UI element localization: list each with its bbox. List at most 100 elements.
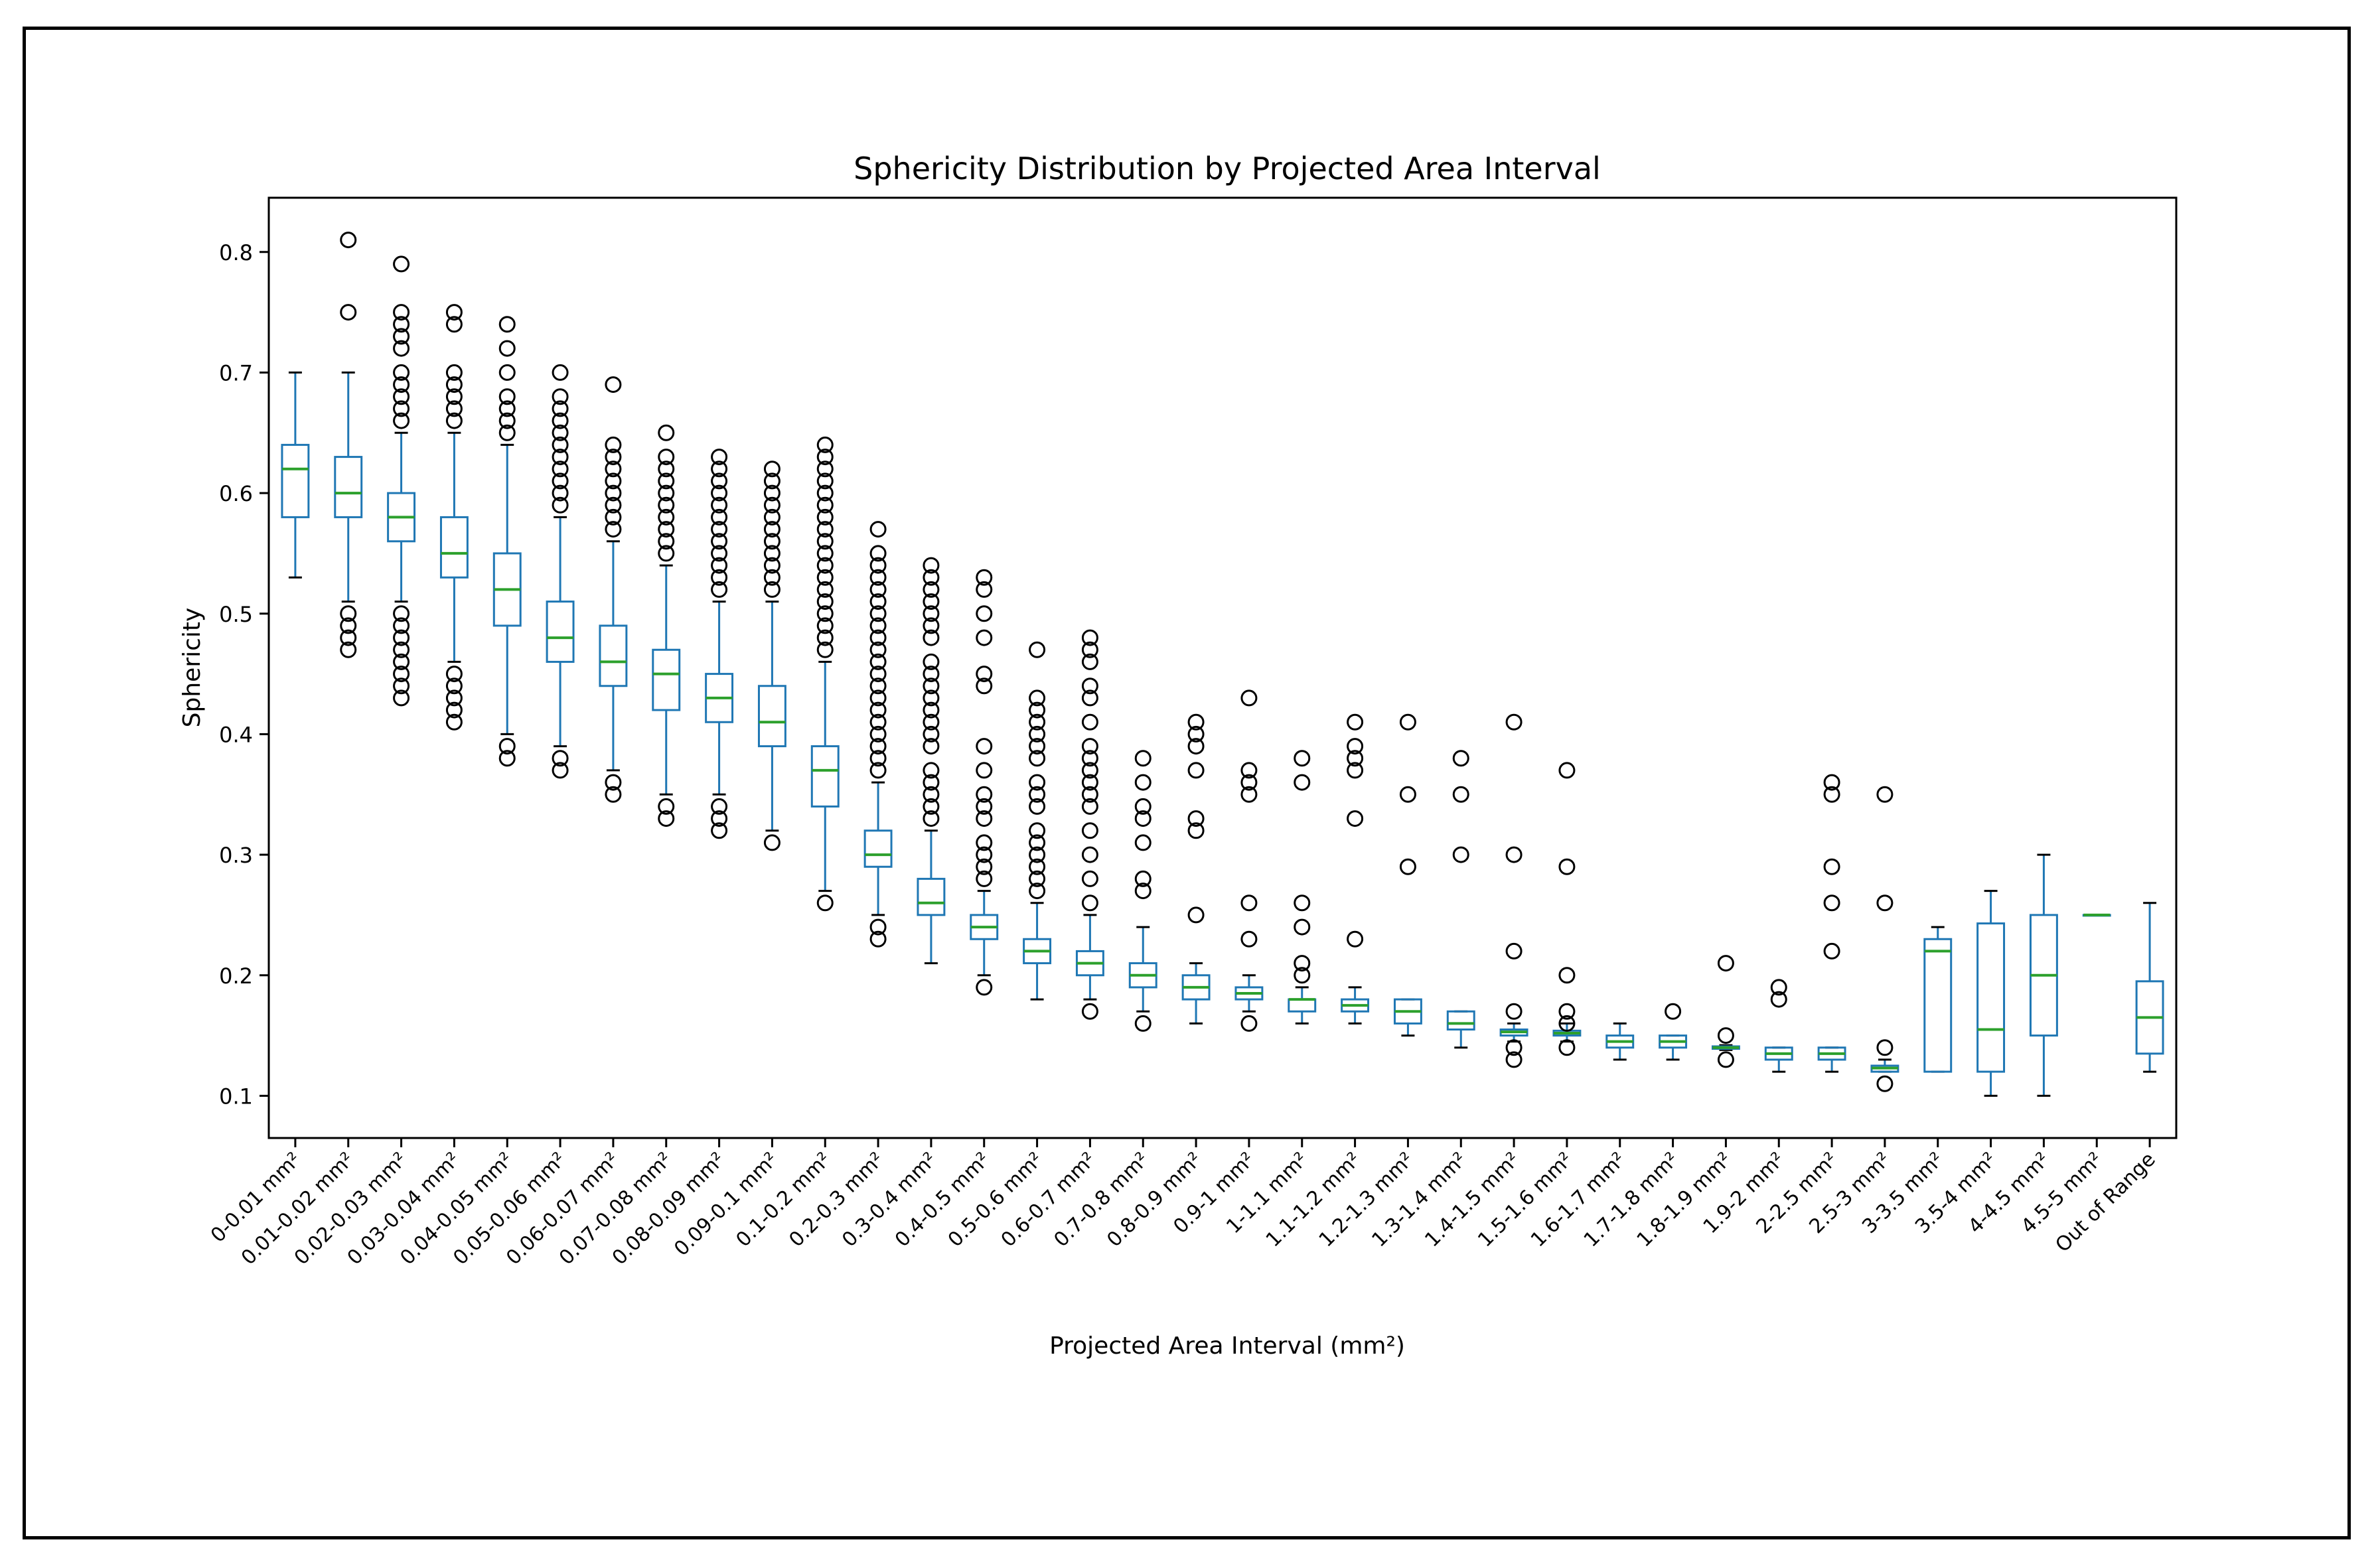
outlier-point [816, 484, 834, 502]
outlier-point [1294, 894, 1311, 912]
outlier-point [1187, 713, 1205, 731]
outlier-point [976, 798, 993, 815]
outlier-point [1187, 762, 1205, 779]
outlier-point [1558, 1039, 1576, 1056]
iqr-box [439, 516, 469, 579]
outlier-point [1347, 738, 1364, 755]
outlier-point [552, 461, 569, 478]
outlier-point [711, 810, 728, 827]
outlier-point [1081, 629, 1098, 646]
outlier-point [763, 496, 781, 514]
outlier-point [1823, 786, 1840, 803]
outlier-point [763, 533, 781, 550]
outlier-point [923, 713, 940, 731]
outlier-point [711, 533, 728, 550]
outlier-point [1505, 1039, 1523, 1056]
outlier-point [1081, 774, 1098, 791]
outlier-point [976, 677, 993, 695]
outlier-point [1558, 858, 1576, 875]
outlier-point [869, 666, 887, 683]
outlier-point [869, 641, 887, 658]
outlier-point [711, 557, 728, 574]
outlier-point [340, 232, 357, 249]
outlier-point [552, 496, 569, 514]
outlier-point [976, 858, 993, 875]
outlier-point [498, 316, 516, 333]
outlier-point [763, 557, 781, 574]
outlier-point [1134, 870, 1152, 887]
outlier-point [1347, 713, 1364, 731]
box-19 [1288, 750, 1317, 1025]
outlier-point [923, 738, 940, 755]
outlier-point [1452, 846, 1469, 863]
outlier-point [1081, 713, 1098, 731]
outlier-point [1294, 750, 1311, 767]
outlier-point [658, 424, 675, 441]
outlier-point [1505, 1003, 1523, 1020]
outlier-point [445, 400, 463, 417]
outlier-point [552, 412, 569, 429]
iqr-box [546, 601, 575, 663]
outlier-point [340, 617, 357, 634]
x-axis-label: Projected Area Interval (mm²) [1049, 1332, 1405, 1360]
outlier-point [1081, 738, 1098, 755]
outlier-point [552, 364, 569, 381]
outlier-point [1134, 883, 1152, 900]
outlier-point [1294, 774, 1311, 791]
outlier-point [1665, 1003, 1682, 1020]
outlier-point [711, 496, 728, 514]
outlier-point [869, 762, 887, 779]
y-tick-label: 0.7 [219, 360, 253, 386]
outlier-point [711, 472, 728, 490]
outlier-point [1347, 930, 1364, 948]
outlier-point [498, 364, 516, 381]
outlier-point [605, 436, 622, 453]
box-3 [439, 304, 469, 731]
outlier-point [1717, 955, 1734, 972]
outlier-point [393, 316, 410, 333]
outlier-point [605, 496, 622, 514]
outlier-point [1558, 1015, 1576, 1032]
outlier-point [658, 472, 675, 490]
outlier-point [393, 653, 410, 670]
outlier-point [816, 557, 834, 574]
outlier-point [923, 605, 940, 622]
outlier-point [711, 508, 728, 526]
boxplot-chart: Sphericity Distribution by Projected Are… [179, 151, 2178, 1360]
figure-frame: Sphericity Distribution by Projected Are… [23, 27, 2351, 1539]
outlier-point [658, 810, 675, 827]
outlier-point [869, 725, 887, 743]
outlier-point [1876, 786, 1894, 803]
outlier-point [605, 521, 622, 538]
outlier-point [658, 484, 675, 502]
outlier-point [1081, 689, 1098, 707]
chart-title: Sphericity Distribution by Projected Are… [854, 151, 1601, 186]
y-tick-label: 0.3 [219, 843, 253, 868]
outlier-point [1770, 991, 1787, 1008]
outlier-point [1823, 858, 1840, 875]
outlier-point [1081, 798, 1098, 815]
outlier-point [976, 786, 993, 803]
outlier-point [816, 461, 834, 478]
outlier-point [816, 533, 834, 550]
outlier-point [869, 617, 887, 634]
outlier-point [976, 569, 993, 586]
iqr-box [652, 648, 681, 711]
outlier-point [658, 545, 675, 562]
y-tick-label: 0.6 [219, 481, 253, 506]
box-30 [1870, 786, 1899, 1092]
outlier-point [393, 364, 410, 381]
outlier-point [605, 508, 622, 526]
box-28 [1764, 979, 1793, 1073]
outlier-point [923, 810, 940, 827]
outlier-point [1347, 750, 1364, 767]
outlier-point [552, 388, 569, 405]
outlier-point [1558, 967, 1576, 984]
box-31 [1923, 926, 1953, 1073]
outlier-point [1452, 750, 1469, 767]
outlier-point [1081, 846, 1098, 863]
outlier-point [816, 617, 834, 634]
outlier-point [1717, 1051, 1734, 1068]
box-24 [1552, 762, 1582, 1056]
x-tick-label: 0-0.01 mm² [206, 1148, 306, 1247]
